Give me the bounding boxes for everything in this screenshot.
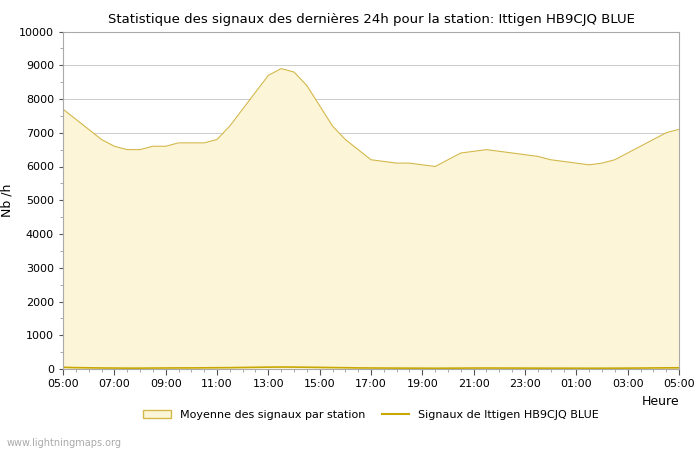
Title: Statistique des signaux des dernières 24h pour la station: Ittigen HB9CJQ BLUE: Statistique des signaux des dernières 24… [108, 13, 634, 26]
Legend: Moyenne des signaux par station, Signaux de Ittigen HB9CJQ BLUE: Moyenne des signaux par station, Signaux… [139, 405, 603, 424]
X-axis label: Heure: Heure [641, 395, 679, 408]
Text: www.lightningmaps.org: www.lightningmaps.org [7, 438, 122, 448]
Y-axis label: Nb /h: Nb /h [1, 184, 13, 217]
